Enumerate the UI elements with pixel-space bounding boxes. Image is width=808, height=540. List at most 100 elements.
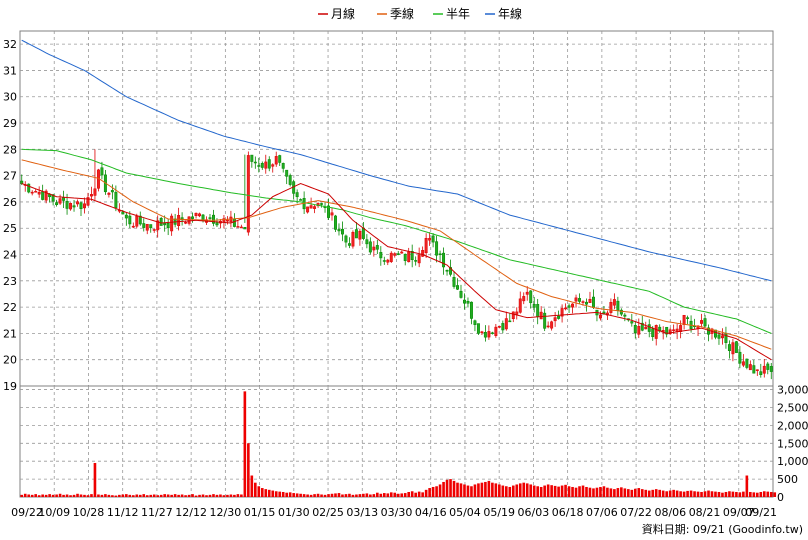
candle-body bbox=[194, 212, 198, 216]
x-tick-label: 09/21 bbox=[745, 506, 777, 519]
candle-body bbox=[131, 225, 135, 228]
candle-body bbox=[672, 329, 676, 331]
volume-bar bbox=[724, 491, 728, 497]
candle-body bbox=[717, 334, 721, 339]
volume-bar bbox=[76, 493, 79, 497]
volume-bar bbox=[274, 491, 278, 497]
volume-bar bbox=[525, 483, 529, 497]
candle-body bbox=[578, 298, 581, 302]
candle-body bbox=[686, 317, 690, 319]
volume-bar bbox=[125, 494, 128, 497]
volume-bar bbox=[620, 487, 623, 497]
volume-bar bbox=[358, 494, 362, 497]
volume-bar bbox=[205, 495, 208, 497]
volume-bar bbox=[55, 494, 58, 497]
volume-bar bbox=[627, 489, 630, 497]
volume-bar bbox=[539, 486, 543, 497]
candle-body bbox=[330, 212, 334, 216]
volume-bar bbox=[452, 480, 456, 497]
volume-bar bbox=[170, 494, 173, 497]
volume-bar bbox=[327, 494, 330, 497]
candle-body bbox=[682, 314, 686, 325]
volume-bar bbox=[546, 484, 550, 497]
price-tick-label: 31 bbox=[3, 64, 17, 77]
candle-body bbox=[424, 238, 428, 254]
candle-body bbox=[83, 203, 86, 209]
price-tick-label: 29 bbox=[3, 117, 17, 130]
candle-body bbox=[508, 320, 512, 323]
volume-bar bbox=[773, 492, 777, 497]
candle-body bbox=[34, 191, 38, 193]
volume-bar bbox=[449, 479, 452, 497]
volume-bar bbox=[571, 486, 574, 497]
volume-bar bbox=[226, 494, 229, 497]
candle-body bbox=[532, 304, 536, 308]
price-tick-label: 24 bbox=[3, 249, 17, 262]
candle-body bbox=[469, 301, 473, 319]
volume-bar bbox=[302, 494, 306, 497]
candle-body bbox=[121, 211, 125, 215]
volume-bar bbox=[118, 494, 121, 497]
volume-bar bbox=[372, 494, 376, 497]
volume-bar bbox=[121, 494, 125, 497]
candle-body bbox=[69, 203, 73, 210]
volume-bar bbox=[745, 475, 749, 497]
volume-bar bbox=[34, 494, 37, 497]
candle-body bbox=[598, 314, 602, 319]
volume-bar bbox=[191, 494, 194, 497]
volume-bar bbox=[184, 495, 187, 497]
candle-body bbox=[201, 214, 205, 221]
chart-legend: 月線 季線 半年 年線 bbox=[318, 6, 522, 21]
volume-bar bbox=[686, 490, 689, 497]
candle-body bbox=[184, 222, 188, 224]
candle-body bbox=[372, 246, 376, 251]
volume-bar bbox=[320, 494, 323, 497]
volume-bar bbox=[93, 462, 97, 497]
candle-body bbox=[511, 311, 515, 320]
candle-body bbox=[180, 217, 184, 221]
x-tick-label: 09/22 bbox=[11, 506, 43, 519]
candle-body bbox=[463, 299, 466, 304]
candle-body bbox=[337, 229, 341, 232]
volume-bar bbox=[428, 488, 431, 497]
volume-bar bbox=[330, 493, 334, 497]
candle-body bbox=[525, 291, 529, 295]
volume-bar bbox=[177, 494, 180, 497]
volume-bar bbox=[766, 491, 770, 497]
volume-bar bbox=[484, 481, 487, 497]
candle-body bbox=[619, 309, 623, 315]
candle-body bbox=[285, 169, 289, 177]
volume-bar bbox=[588, 487, 592, 497]
candle-body bbox=[501, 323, 505, 331]
candle-body bbox=[727, 344, 731, 351]
volume-bar bbox=[508, 486, 512, 497]
volume-bar bbox=[682, 491, 686, 497]
candle-body bbox=[260, 163, 264, 168]
candle-body bbox=[27, 183, 31, 193]
volume-bar bbox=[281, 491, 285, 497]
volume-bar bbox=[163, 494, 166, 497]
candle-body bbox=[86, 197, 90, 206]
volume-bar bbox=[264, 489, 268, 497]
candle-body bbox=[358, 230, 362, 240]
volume-bar bbox=[288, 492, 292, 497]
volume-bar bbox=[313, 494, 316, 497]
x-tick-label: 01/15 bbox=[244, 506, 276, 519]
volume-bar bbox=[759, 491, 763, 497]
volume-bar bbox=[553, 485, 557, 497]
candle-body bbox=[379, 252, 383, 259]
x-tick-label: 05/04 bbox=[449, 506, 481, 519]
x-tick-label: 08/21 bbox=[689, 506, 721, 519]
candle-body bbox=[288, 175, 292, 185]
volume-bar bbox=[299, 493, 302, 497]
volume-bar bbox=[595, 487, 599, 497]
volume-bar bbox=[435, 486, 438, 497]
candle-body bbox=[239, 226, 243, 229]
candle-body bbox=[212, 214, 215, 224]
volume-bar bbox=[707, 490, 710, 497]
volume-bar bbox=[592, 488, 595, 497]
volume-bar bbox=[609, 488, 613, 497]
x-tick-label: 02/25 bbox=[312, 506, 344, 519]
half-year-ma-line bbox=[21, 148, 772, 334]
volume-panel: 0 500 1,000 1,500 2,000 2,500 3,000 bbox=[19, 384, 808, 504]
